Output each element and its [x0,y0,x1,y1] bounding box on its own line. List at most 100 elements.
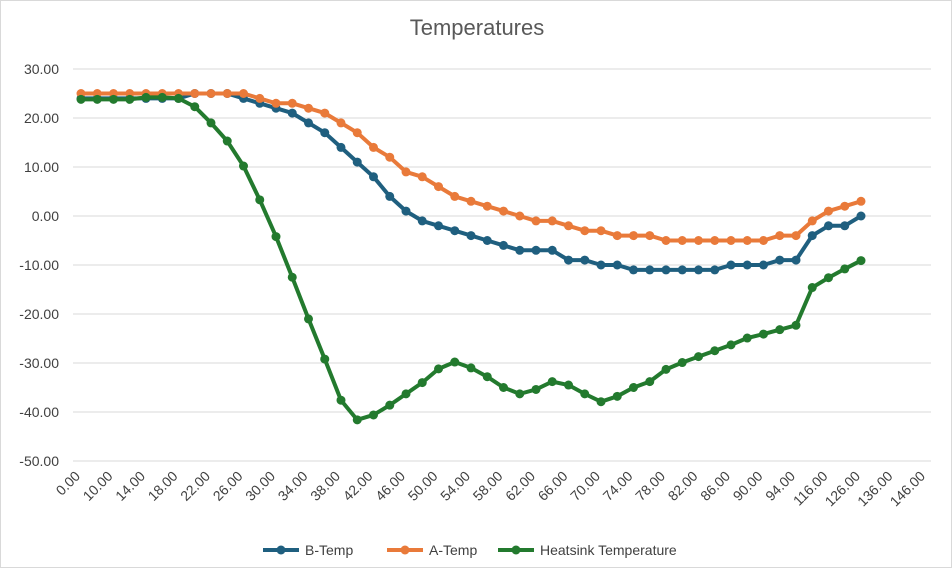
data-point [271,98,281,108]
data-point [547,377,557,387]
data-point [352,157,362,167]
data-point [824,273,833,283]
data-point [629,383,638,392]
data-point [417,216,427,226]
x-tick-label: 38.00 [307,468,343,504]
data-point [125,94,135,104]
data-point [677,265,687,275]
data-point [499,383,508,392]
x-tick-label: 74.00 [600,468,636,504]
legend-marker [400,545,410,555]
data-point [824,206,833,216]
data-point [547,245,557,255]
data-point [775,325,785,335]
data-point [336,118,346,128]
x-tick-label: 22.00 [177,468,213,504]
x-tick-label: 50.00 [405,468,441,504]
chart-title: Temperatures [409,15,545,40]
data-point [417,172,427,182]
data-point [564,221,573,231]
data-point [807,283,817,293]
data-point [320,354,330,364]
data-point [255,195,265,205]
x-tick-label: 66.00 [535,468,571,504]
data-point [856,211,866,221]
data-point [726,260,736,270]
data-point [239,161,248,171]
data-point [271,232,281,242]
data-point [304,103,313,113]
data-point [710,265,720,275]
data-point [580,226,590,236]
data-point [661,364,671,374]
data-point [466,363,476,373]
data-point [369,172,378,182]
y-tick-label: 0.00 [32,208,59,224]
data-point [141,92,151,102]
data-point [222,89,232,98]
data-point [499,240,508,250]
data-point [450,357,460,367]
data-point [612,231,622,241]
data-point [531,245,541,255]
data-point [742,236,752,245]
data-point [677,358,687,368]
data-point [482,201,492,211]
data-point [417,378,427,388]
x-tick-label: 42.00 [340,468,376,504]
series-0 [76,89,866,275]
grid [73,68,931,462]
data-point [450,226,460,236]
data-point [580,389,590,399]
x-tick-label: 82.00 [665,468,701,504]
legend-item: B-Temp [263,542,353,558]
x-tick-label: 86.00 [697,468,733,504]
y-tick-label: -40.00 [19,404,59,420]
data-point [369,410,378,420]
data-point [304,118,313,128]
data-point [515,245,525,255]
series-2 [76,92,866,425]
data-point [645,265,655,275]
data-point [109,94,118,104]
data-point [791,231,801,241]
data-point [856,196,866,206]
data-point [515,211,525,221]
y-tick-label: -10.00 [19,257,59,273]
data-point [76,94,86,104]
data-point [759,260,768,270]
data-point [239,89,248,98]
x-tick-label: 78.00 [632,468,668,504]
data-point [287,108,297,118]
data-point [742,260,752,270]
data-point [726,340,736,350]
data-point [612,260,622,270]
x-tick-label: 54.00 [437,468,473,504]
x-tick-label: 146.00 [887,468,929,510]
x-tick-label: 30.00 [242,468,278,504]
data-point [564,380,573,390]
y-tick-label: -20.00 [19,306,59,322]
x-tick-label: 34.00 [275,468,311,504]
data-point [287,272,297,282]
data-point [840,201,850,211]
data-point [385,191,395,201]
legend-marker [511,545,521,555]
data-point [661,236,671,245]
data-point [336,395,346,405]
data-point [759,329,768,339]
data-point [629,231,638,241]
x-tick-label: 90.00 [730,468,766,504]
x-tick-label: 70.00 [567,468,603,504]
x-tick-label: 26.00 [210,468,246,504]
data-point [677,236,687,245]
data-point [401,206,411,216]
data-point [466,196,476,206]
data-point [645,377,655,387]
x-tick-label: 14.00 [112,468,148,504]
legend-label: Heatsink Temperature [540,542,677,558]
data-point [255,93,265,103]
y-tick-label: 20.00 [24,110,59,126]
data-point [612,391,622,401]
